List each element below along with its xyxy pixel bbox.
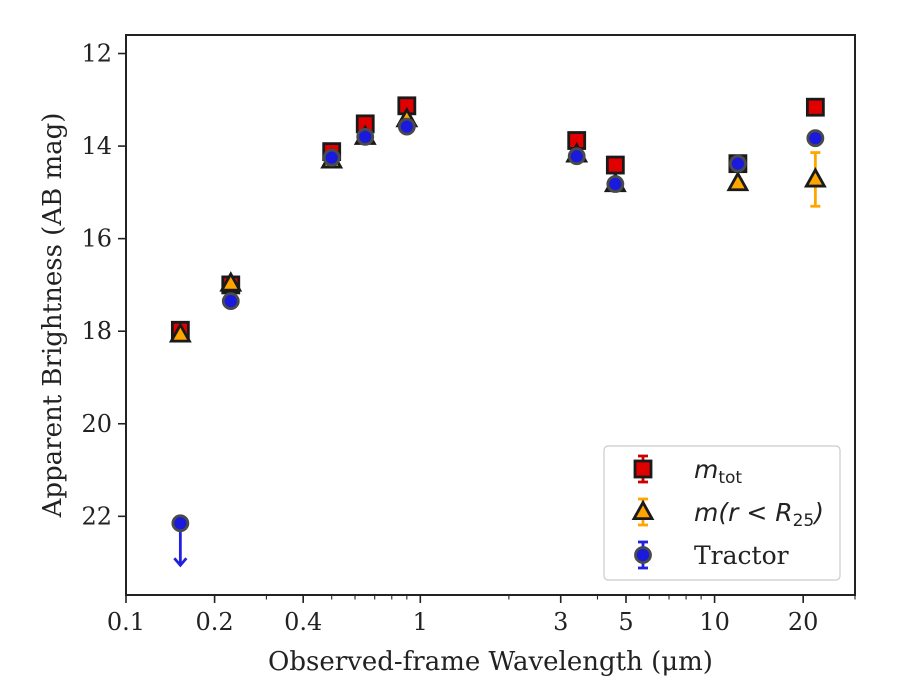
x-tick-label: 20 xyxy=(788,608,819,636)
series-mtot xyxy=(170,96,825,340)
plot-frame xyxy=(125,34,856,596)
data-point-mr25 xyxy=(219,271,243,292)
data-point-tractor xyxy=(221,292,240,311)
x-tick-label: 0.4 xyxy=(284,608,322,636)
y-tick-label: 12 xyxy=(81,40,112,68)
data-point-tractor xyxy=(606,175,625,193)
legend-marker-mr25 xyxy=(631,499,655,521)
x-tick-label: 10 xyxy=(699,608,730,636)
legend-label-tractor: Tractor xyxy=(694,541,789,570)
data-point-tractor xyxy=(397,117,416,136)
x-tick-label: 0.2 xyxy=(196,608,234,636)
series-tractor xyxy=(171,117,825,568)
data-point-tractor xyxy=(171,514,190,533)
legend-box xyxy=(603,445,841,581)
x-tick-label: 5 xyxy=(618,608,633,636)
x-tick-label: 3 xyxy=(553,608,568,636)
axis-ticks: 0.1 0.2 0.4 1 3 5 10 20 12 14 16 18 20 22 xyxy=(81,40,856,636)
data-point-mr25 xyxy=(803,167,827,188)
data-point-tractor xyxy=(356,127,375,146)
legend-label-mr25: m(r < R25) xyxy=(694,498,824,531)
legend: mtot m(r < R25) Tractor xyxy=(603,445,841,581)
x-tick-label: 0.1 xyxy=(107,608,145,636)
y-axis-label: Apparent Brightness (AB mag) xyxy=(38,113,68,519)
y-tick-label: 18 xyxy=(81,317,112,345)
data-point-mr25 xyxy=(168,322,192,343)
data-point-mtot xyxy=(805,97,825,117)
series-mr25 xyxy=(168,106,827,343)
y-tick-label: 22 xyxy=(81,502,112,530)
y-tick-label: 16 xyxy=(81,225,112,253)
data-point-tractor xyxy=(322,148,341,167)
x-tick-label: 1 xyxy=(413,608,428,636)
y-tick-label: 14 xyxy=(81,132,112,160)
upper-limit-arrowhead xyxy=(173,557,188,568)
legend-label-mtot: mtot xyxy=(694,455,742,488)
data-point-tractor xyxy=(728,154,747,173)
legend-marker-mtot xyxy=(633,459,653,479)
data-point-tractor xyxy=(806,129,825,148)
data-point-mr25 xyxy=(726,170,750,192)
x-axis-label: Observed-frame Wavelength (μm) xyxy=(268,647,713,677)
data-point-tractor xyxy=(567,147,586,166)
data-point-mtot xyxy=(605,155,625,175)
legend-marker-tractor xyxy=(634,546,652,564)
y-tick-label: 20 xyxy=(81,410,112,438)
data-points xyxy=(168,96,827,568)
